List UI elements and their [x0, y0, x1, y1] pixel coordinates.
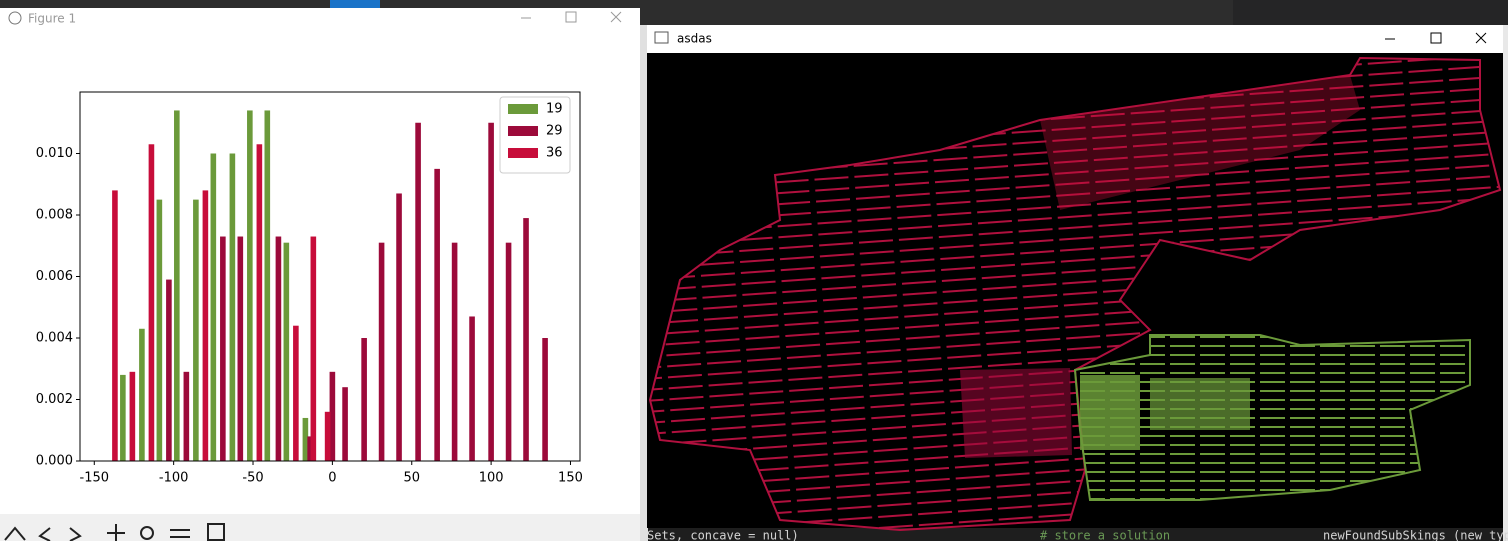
- legend-swatch: [508, 104, 538, 114]
- bar: [129, 371, 136, 461]
- bar: [396, 193, 402, 461]
- zoom-button[interactable]: [140, 526, 154, 540]
- green-dense: [1080, 375, 1140, 450]
- viewer-window: asdas: [647, 25, 1503, 532]
- window-title: asdas: [677, 32, 712, 46]
- maximize[interactable]: [1430, 32, 1442, 44]
- code-line: newFoundSubSkings (new type: [1323, 529, 1508, 541]
- code-line: Sets, concave = null): [647, 529, 799, 541]
- image-content: [648, 56, 1502, 532]
- window-icon: [654, 31, 669, 44]
- bar: [166, 279, 172, 461]
- maximize[interactable]: [565, 11, 577, 23]
- bar: [451, 242, 458, 461]
- bar: [156, 199, 163, 461]
- x-tick-label: 0: [328, 471, 336, 486]
- bar: [523, 218, 529, 461]
- bar: [505, 242, 512, 461]
- y-tick-label: 0.010: [36, 146, 73, 161]
- back-button[interactable]: [38, 527, 51, 541]
- bar: [193, 199, 199, 461]
- green-region: [1073, 334, 1471, 501]
- y-tick-label: 0.004: [36, 331, 73, 346]
- bar: [237, 236, 244, 461]
- menu-button: [330, 0, 380, 8]
- y-tick-label: 0.000: [36, 454, 73, 469]
- code-line: # store a solution: [1040, 529, 1170, 541]
- bar: [361, 338, 367, 461]
- close[interactable]: [1475, 32, 1487, 44]
- bar: [293, 325, 299, 461]
- bar: [229, 153, 236, 461]
- bar: [542, 338, 548, 461]
- bar: [378, 242, 385, 461]
- figure-window: Figure 1 -150 -100 -50 0 50 100 150 0.000 0.002 0…: [0, 8, 640, 541]
- forward-button[interactable]: [69, 527, 82, 541]
- editor-strip: [640, 25, 648, 541]
- window-icon: [8, 11, 22, 25]
- side-strip: [1503, 25, 1508, 541]
- bar: [342, 387, 348, 461]
- bar: [183, 371, 190, 461]
- x-tick-label: -150: [80, 471, 110, 486]
- x-tick-label: 150: [558, 471, 583, 486]
- bar: [302, 417, 309, 461]
- legend-swatch: [508, 148, 538, 158]
- bar: [415, 122, 421, 461]
- red-bright: [1040, 75, 1360, 210]
- bar: [139, 328, 145, 461]
- bar: [220, 236, 226, 461]
- bar: [434, 168, 440, 461]
- bar: [174, 110, 180, 461]
- bar: [283, 242, 290, 461]
- x-tick-label: 50: [403, 471, 420, 486]
- x-tick-label: -50: [242, 471, 263, 486]
- green-dense: [1150, 378, 1250, 430]
- x-tick-label: -100: [159, 471, 189, 486]
- bar: [324, 411, 331, 461]
- bar: [469, 316, 475, 461]
- toolbar: [0, 514, 640, 541]
- bar: [247, 110, 253, 461]
- y-tick-label: 0.006: [36, 269, 73, 284]
- legend-label: 29: [546, 124, 563, 139]
- bar: [329, 371, 336, 461]
- bar: [264, 110, 271, 461]
- bar: [256, 144, 263, 461]
- bar: [310, 236, 317, 461]
- home-button[interactable]: [4, 526, 26, 541]
- window-title: Figure 1: [28, 12, 76, 26]
- red-region: [648, 56, 1502, 532]
- save-button[interactable]: [207, 523, 225, 541]
- close[interactable]: [610, 11, 622, 23]
- title-bar: [647, 25, 1503, 53]
- legend-label: 36: [546, 146, 563, 161]
- bar: [202, 190, 209, 461]
- configure-button[interactable]: [170, 529, 190, 538]
- plot: -150 -100 -50 0 50 100 150 0.000 0.002 0.004 0.006…: [36, 91, 583, 486]
- bar: [120, 374, 126, 461]
- pan-button[interactable]: [107, 524, 125, 541]
- bar: [112, 190, 118, 461]
- legend-swatch: [508, 126, 538, 136]
- y-tick-label: 0.008: [36, 208, 73, 223]
- bar: [148, 144, 155, 461]
- y-tick-label: 0.002: [36, 392, 73, 407]
- legend-label: 19: [546, 102, 563, 117]
- bar: [275, 236, 282, 461]
- top-right: [1233, 0, 1508, 25]
- x-tick-label: 100: [479, 471, 504, 486]
- bar: [488, 122, 494, 461]
- bar: [210, 153, 217, 461]
- red-dense: [960, 368, 1072, 458]
- bar: [307, 436, 313, 461]
